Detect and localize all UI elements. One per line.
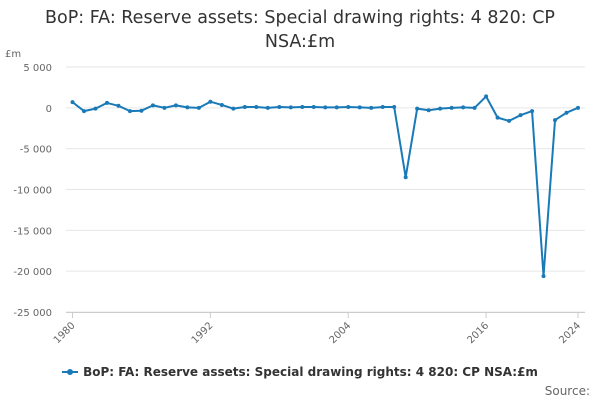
data-point[interactable] <box>438 106 443 111</box>
data-point[interactable] <box>231 106 236 111</box>
chart-title: BoP: FA: Reserve assets: Special drawing… <box>0 6 600 54</box>
data-point[interactable] <box>403 175 408 180</box>
data-point[interactable] <box>265 105 270 110</box>
data-point[interactable] <box>392 105 397 110</box>
data-point[interactable] <box>127 109 132 114</box>
data-point[interactable] <box>288 105 293 110</box>
gridlines <box>66 66 585 313</box>
data-point[interactable] <box>104 100 109 105</box>
data-point[interactable] <box>357 105 362 110</box>
data-point[interactable] <box>208 99 213 104</box>
data-point[interactable] <box>277 105 282 110</box>
x-tick-label: 2016 <box>465 320 491 346</box>
data-point[interactable] <box>139 108 144 113</box>
y-tick-label: 5 000 <box>23 63 52 74</box>
legend-series-marker-icon <box>62 367 79 377</box>
y-tick-label: -15 000 <box>13 226 52 237</box>
data-point[interactable] <box>530 109 535 114</box>
data-point[interactable] <box>185 105 190 110</box>
data-point[interactable] <box>81 109 86 114</box>
y-tick-label: -5 000 <box>20 145 52 156</box>
data-point[interactable] <box>449 105 454 110</box>
data-point[interactable] <box>254 105 259 110</box>
data-point[interactable] <box>518 113 523 118</box>
data-point[interactable] <box>93 106 98 111</box>
y-axis-unit-label: £m <box>5 49 21 60</box>
y-tick-label: -20 000 <box>13 267 52 278</box>
data-point[interactable] <box>334 105 339 110</box>
data-point[interactable] <box>70 100 75 105</box>
data-point[interactable] <box>507 118 512 123</box>
series-line <box>71 95 579 278</box>
chart-title-line-1: BoP: FA: Reserve assets: Special drawing… <box>45 8 555 28</box>
data-point[interactable] <box>173 103 178 108</box>
legend[interactable]: BoP: FA: Reserve assets: Special drawing… <box>0 365 600 380</box>
data-point[interactable] <box>495 115 500 120</box>
data-point[interactable] <box>242 105 247 110</box>
data-point[interactable] <box>219 102 224 107</box>
y-tick-label: -25 000 <box>13 308 52 319</box>
data-point[interactable] <box>484 94 489 99</box>
source-label: Source: <box>544 384 590 398</box>
x-tick-label: 1980 <box>52 320 78 346</box>
data-point[interactable] <box>162 105 167 110</box>
data-point[interactable] <box>472 105 477 110</box>
data-point[interactable] <box>369 105 374 110</box>
data-point[interactable] <box>323 105 328 110</box>
data-point[interactable] <box>311 105 316 110</box>
data-point[interactable] <box>116 103 121 108</box>
x-tick-label: 2004 <box>328 320 354 346</box>
data-point[interactable] <box>300 105 305 110</box>
data-point[interactable] <box>415 106 420 111</box>
x-tick-label: 1992 <box>190 320 216 346</box>
data-point[interactable] <box>576 105 580 110</box>
legend-label: BoP: FA: Reserve assets: Special drawing… <box>83 365 538 379</box>
y-tick-label: -10 000 <box>13 186 52 197</box>
data-point[interactable] <box>461 105 466 110</box>
data-point[interactable] <box>426 108 431 113</box>
y-tick-label: 0 <box>46 104 52 115</box>
data-point[interactable] <box>553 118 558 123</box>
data-point[interactable] <box>541 274 546 279</box>
data-point[interactable] <box>564 110 569 115</box>
data-point[interactable] <box>150 103 155 108</box>
axes: 5 000 0 -5 000 -10 000 -15 000 -20 000 -25 000… <box>13 63 585 346</box>
data-point[interactable] <box>380 105 385 110</box>
chart-title-line-2: NSA:£m <box>264 32 336 52</box>
data-point[interactable] <box>196 105 201 110</box>
data-point[interactable] <box>346 105 351 110</box>
x-tick-label: 2024 <box>557 320 583 346</box>
series-layer <box>70 94 580 279</box>
